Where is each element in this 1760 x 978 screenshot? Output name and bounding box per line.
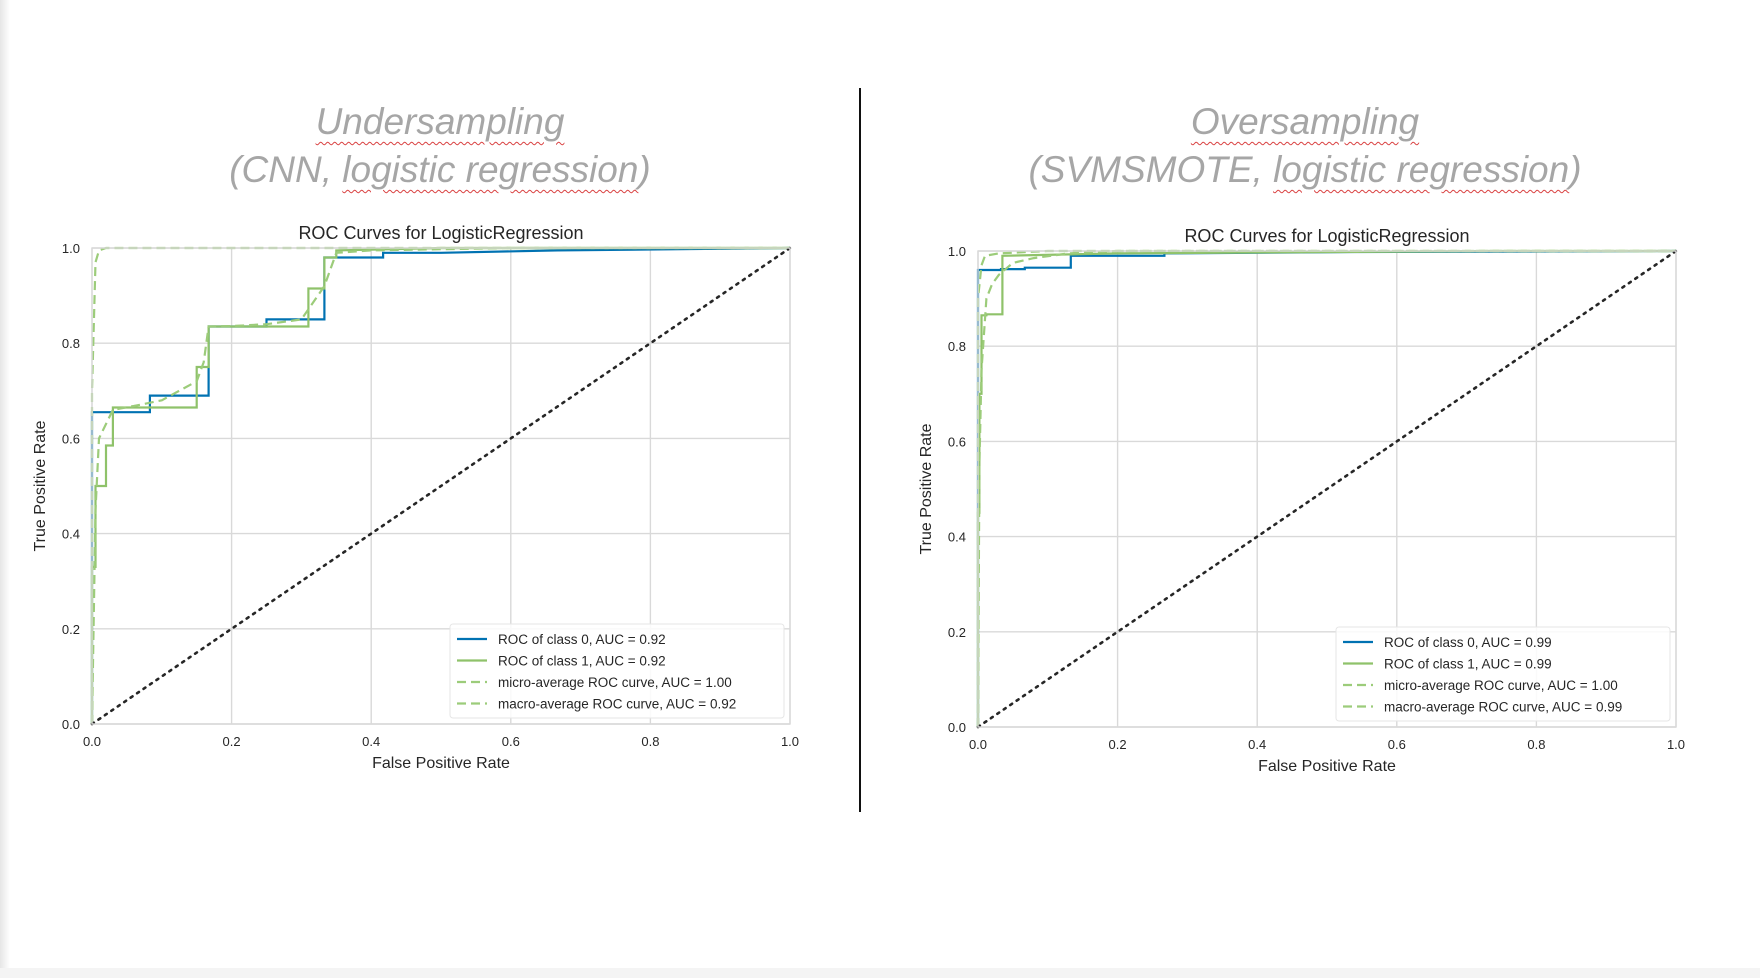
y-tick-label: 0.2 [62, 622, 80, 637]
x-tick-label: 0.0 [83, 734, 101, 749]
y-tick-label: 0.6 [948, 434, 966, 449]
x-tick-label: 0.4 [1248, 737, 1266, 752]
chart-title: ROC Curves for LogisticRegression [298, 223, 583, 243]
legend-entry: micro-average ROC curve, AUC = 1.00 [1384, 678, 1618, 693]
y-axis-label: True Positive Rate [918, 423, 935, 554]
x-tick-label: 0.6 [1388, 737, 1406, 752]
x-tick-label: 0.2 [223, 734, 241, 749]
left-edge-shadow [0, 0, 10, 978]
legend-entry: ROC of class 1, AUC = 0.99 [1384, 657, 1552, 672]
x-axis-label: False Positive Rate [372, 755, 510, 772]
chart-legend: ROC of class 0, AUC = 0.92 ROC of class 1… [449, 623, 785, 719]
x-tick-label: 0.0 [969, 737, 987, 752]
y-tick-label: 0.0 [948, 720, 966, 735]
legend-entry: macro-average ROC curve, AUC = 0.99 [1384, 700, 1622, 715]
left-heading-method: Undersampling [315, 101, 565, 142]
y-axis-label: True Positive Rate [32, 420, 49, 551]
left-heading-close: ) [638, 149, 651, 190]
chart-legend: ROC of class 0, AUC = 0.99 ROC of class 1… [1335, 626, 1671, 722]
x-tick-label: 1.0 [1667, 737, 1685, 752]
y-tick-label: 1.0 [948, 244, 966, 259]
legend-box [449, 623, 785, 719]
x-tick-label: 0.2 [1109, 737, 1127, 752]
plot-frame [977, 250, 1677, 728]
y-tick-label: 0.4 [948, 530, 966, 545]
right-panel-heading: Oversampling (SVMSMOTE, logistic regress… [1005, 98, 1605, 194]
chance-diagonal-line [90, 246, 792, 726]
left-heading-model: logistic regression [342, 149, 639, 190]
legend-box [1335, 626, 1671, 722]
y-tick-label: 0.4 [62, 527, 80, 542]
series-line-3 [976, 249, 1676, 728]
x-tick-label: 0.6 [502, 734, 520, 749]
x-tick-label: 1.0 [781, 734, 799, 749]
right-heading-model: logistic regression [1273, 149, 1570, 190]
x-tick-label: 0.8 [1527, 737, 1545, 752]
legend-entry: ROC of class 1, AUC = 0.92 [498, 654, 666, 669]
y-tick-label: 0.0 [62, 717, 80, 732]
y-tick-label: 1.0 [62, 241, 80, 256]
left-heading-open: (CNN, [229, 149, 343, 190]
legend-entry: macro-average ROC curve, AUC = 0.92 [498, 697, 736, 712]
series-line-3 [90, 246, 790, 725]
right-heading-open: (SVMSMOTE, [1028, 149, 1274, 190]
y-tick-label: 0.8 [62, 336, 80, 351]
x-tick-label: 0.8 [641, 734, 659, 749]
x-axis-label: False Positive Rate [1258, 758, 1396, 775]
right-heading-method: Oversampling [1190, 101, 1420, 142]
legend-entry: ROC of class 0, AUC = 0.99 [1384, 635, 1552, 650]
right-heading-close: ) [1569, 149, 1582, 190]
legend-entry: micro-average ROC curve, AUC = 1.00 [498, 675, 732, 690]
panel-divider [859, 88, 861, 812]
y-tick-label: 0.2 [948, 625, 966, 640]
chance-diagonal-line [976, 249, 1678, 729]
bottom-edge-strip [0, 968, 1760, 978]
y-tick-label: 0.6 [62, 431, 80, 446]
legend-entry: ROC of class 0, AUC = 0.92 [498, 632, 666, 647]
chart-title: ROC Curves for LogisticRegression [1184, 226, 1469, 246]
left-panel-heading: Undersampling (CNN, logistic regression) [140, 98, 740, 194]
plot-frame [91, 247, 791, 725]
y-tick-label: 0.8 [948, 339, 966, 354]
x-tick-label: 0.4 [362, 734, 380, 749]
